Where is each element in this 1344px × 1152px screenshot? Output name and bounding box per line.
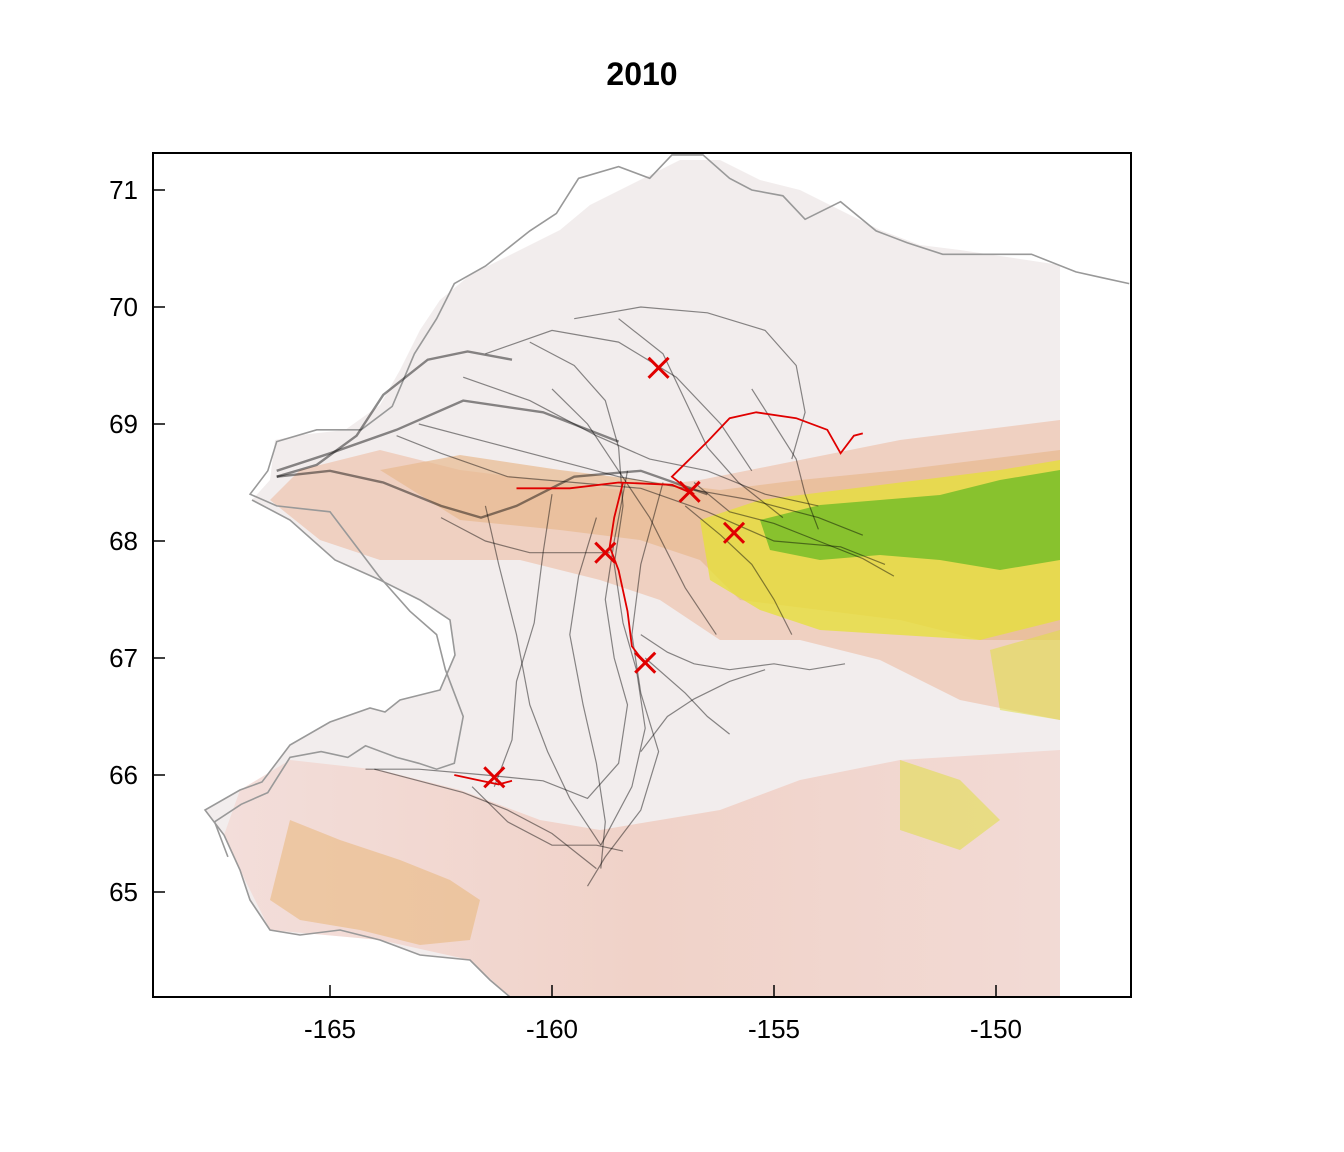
terrain-highlands-east: [990, 630, 1060, 720]
terrain-brooks-range-green: [760, 470, 1060, 570]
animal-track: [574, 306, 806, 460]
coastline-seward: [223, 834, 511, 997]
animal-track: [471, 786, 624, 852]
y-tick-label: 69: [109, 409, 138, 439]
highlight-track: [608, 482, 646, 665]
y-tick-label: 65: [109, 877, 138, 907]
animal-track: [586, 482, 664, 887]
animal-track: [684, 505, 793, 635]
animal-track: [618, 318, 784, 519]
y-axis: 65 66 67 68 69 70 71: [109, 175, 165, 907]
x-axis: -165 -160 -155 -150: [304, 985, 1022, 1044]
y-tick-label: 66: [109, 760, 138, 790]
y-tick-label: 70: [109, 292, 138, 322]
animal-track: [551, 388, 717, 635]
x-marker: [634, 651, 657, 674]
animal-track: [276, 469, 708, 519]
y-tick-label: 71: [109, 175, 138, 205]
animal-track: [440, 517, 610, 554]
animal-track: [463, 376, 819, 507]
animal-track: [396, 435, 886, 565]
x-marker: [594, 541, 617, 564]
terrain-seward-peninsula: [270, 820, 480, 945]
animal-track: [418, 423, 864, 536]
animal-track: [485, 329, 753, 472]
animal-track: [484, 505, 602, 846]
tracks-layer: [276, 306, 895, 887]
animal-track: [276, 399, 620, 472]
x-marker: [722, 521, 746, 544]
highlight-track: [516, 411, 864, 496]
animal-track: [276, 350, 513, 478]
plot-frame: [152, 152, 1132, 998]
x-marker: [483, 766, 506, 789]
animal-track: [640, 669, 766, 752]
animal-track: [751, 388, 819, 530]
x-marker: [647, 356, 670, 379]
animal-track: [569, 517, 606, 869]
x-marker: [678, 480, 701, 503]
markers-layer: [483, 356, 746, 789]
coastline-south: [203, 499, 456, 836]
x-tick-label: -150: [970, 1014, 1022, 1044]
animal-track: [493, 494, 553, 787]
y-tick-label: 67: [109, 643, 138, 673]
animal-track: [644, 657, 730, 735]
animal-track: [693, 482, 895, 577]
map-title: 2010: [606, 56, 678, 92]
coastline: [213, 154, 1130, 858]
animal-track: [374, 768, 597, 870]
animal-track: [640, 634, 846, 671]
terrain-highlands-south: [900, 760, 1000, 850]
animal-track: [529, 341, 646, 846]
x-tick-label: -155: [748, 1014, 800, 1044]
x-tick-label: -160: [526, 1014, 578, 1044]
y-tick-label: 68: [109, 526, 138, 556]
animal-track: [365, 470, 629, 800]
x-tick-label: -165: [304, 1014, 356, 1044]
